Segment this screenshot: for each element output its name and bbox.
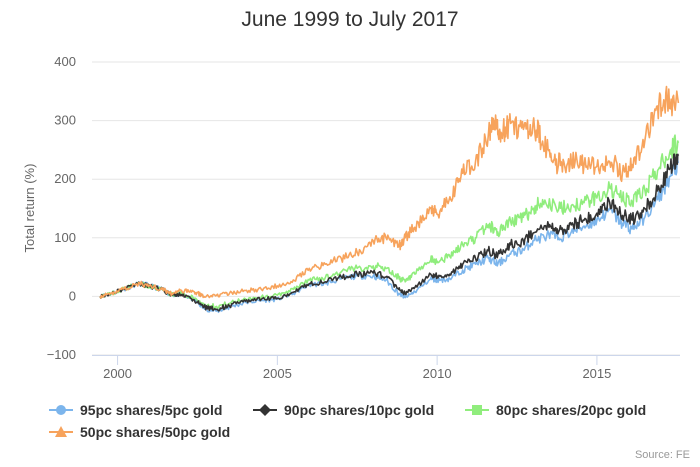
y-tick-label: 100 [54, 230, 76, 245]
x-tick-label: 2005 [263, 366, 292, 381]
series-lines [99, 85, 680, 314]
legend-item-90-10[interactable]: 90pc shares/10pc gold [252, 402, 434, 418]
x-tick-label: 2015 [582, 366, 611, 381]
x-tick-label: 2000 [103, 366, 132, 381]
series-line[interactable] [99, 153, 680, 312]
chart-title: June 1999 to July 2017 [241, 8, 459, 31]
y-tick-label: 200 [54, 171, 76, 186]
source-credit: Source: FE [634, 449, 690, 461]
x-tick-label: 2010 [423, 366, 452, 381]
y-axis-label: Total return (%) [22, 164, 37, 253]
line-chart: −100 0 100 200 300 400 2000 2005 2010 2015 Total… [22, 54, 680, 381]
legend: 95pc shares/5pc gold 90pc shares/10pc go… [0, 396, 700, 444]
y-tick-label: 0 [69, 288, 76, 303]
x-axis: 2000 2005 2010 2015 [92, 355, 680, 381]
grid-lines [92, 61, 680, 356]
legend-item-50-50[interactable]: 50pc shares/50pc gold [48, 424, 230, 440]
legend-item-95-5[interactable]: 95pc shares/5pc gold [48, 402, 222, 418]
series-line[interactable] [99, 85, 680, 299]
y-axis-ticks: −100 0 100 200 300 400 [47, 54, 76, 362]
legend-swatch-icon [48, 425, 74, 439]
y-tick-label: −100 [47, 347, 76, 362]
y-tick-label: 400 [54, 54, 76, 69]
legend-label: 80pc shares/20pc gold [496, 402, 647, 418]
circle-marker-icon [56, 405, 66, 415]
legend-label: 50pc shares/50pc gold [80, 424, 231, 440]
diamond-marker-icon [259, 404, 271, 416]
legend-item-80-20[interactable]: 80pc shares/20pc gold [464, 402, 646, 418]
triangle-marker-icon [55, 426, 67, 437]
legend-label: 90pc shares/10pc gold [284, 402, 435, 418]
legend-swatch-icon [48, 403, 74, 417]
legend-swatch-icon [464, 403, 490, 417]
square-marker-icon [472, 405, 482, 415]
legend-swatch-icon [252, 403, 278, 417]
legend-label: 95pc shares/5pc gold [80, 402, 223, 418]
y-tick-label: 300 [54, 113, 76, 128]
